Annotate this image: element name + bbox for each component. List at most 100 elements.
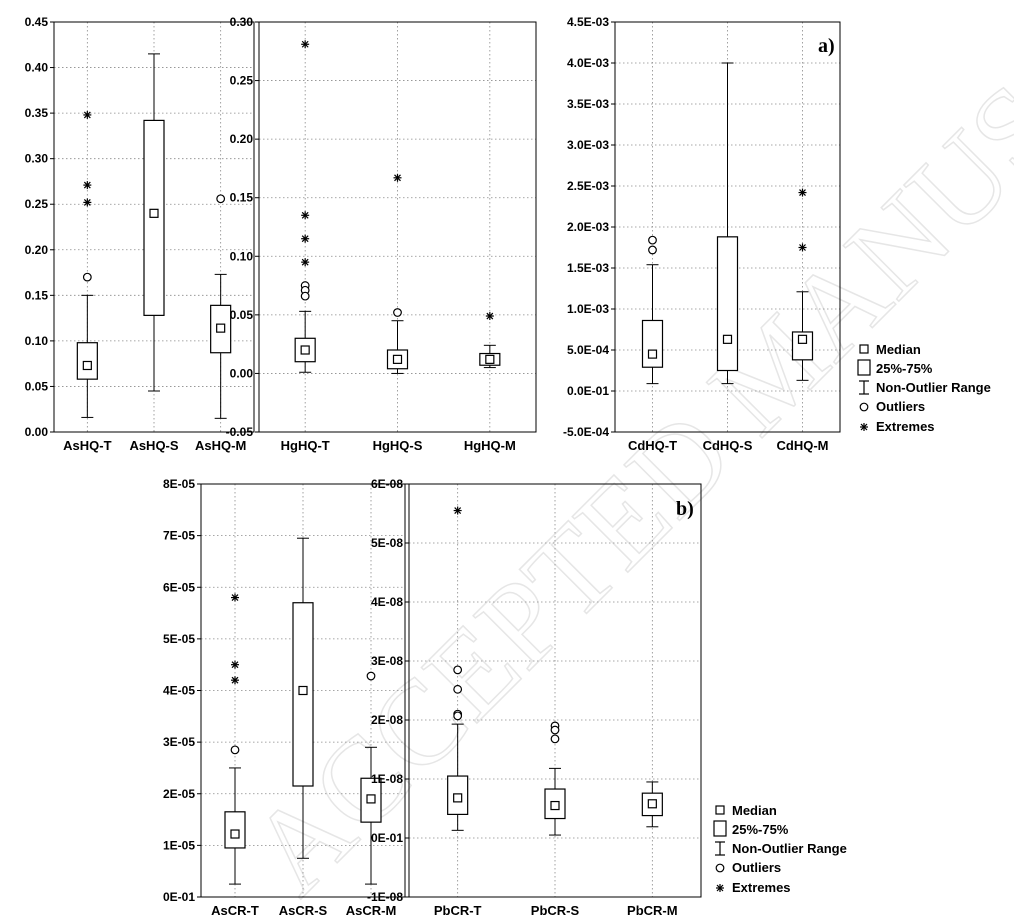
median-marker [300, 345, 310, 355]
y-tick-label: 4.0E-03 [567, 56, 609, 70]
legend-box-label: 25%-75% [876, 361, 933, 376]
y-tick-label: 2.0E-03 [567, 220, 609, 234]
y-tick-label: 0E-01 [371, 831, 403, 845]
extreme-point [301, 258, 310, 267]
legend-range-icon [715, 841, 725, 856]
x-category-label: AsCR-M [346, 903, 397, 918]
y-tick-label: 4E-05 [163, 684, 195, 698]
outlier-point [393, 308, 402, 317]
outlier-point [230, 745, 240, 755]
median-marker [230, 829, 240, 839]
y-tick-label: 0.30 [230, 15, 254, 29]
x-category-label: AsHQ-T [63, 438, 111, 453]
median-marker [722, 334, 733, 344]
y-tick-label: 7E-05 [163, 529, 195, 543]
plot-panel-3: -5.0E-04 0.0E-01 5.0E-04 1.0E-03 1.5E-03 2.0E… [563, 15, 841, 453]
x-category-label: AsHQ-M [195, 438, 246, 453]
box-iqr [716, 236, 739, 372]
y-tick-label: 1.0E-03 [567, 302, 609, 316]
y-tick-label: 0.10 [25, 334, 49, 348]
box-CdHQ-S [716, 62, 739, 385]
outlier-point [453, 711, 463, 721]
legend-outliers-label: Outliers [876, 399, 925, 414]
y-tick-label: 0.00 [25, 425, 49, 439]
y-tick-label: 3.0E-03 [567, 138, 609, 152]
extreme-point [83, 198, 92, 207]
outlier-point [453, 684, 463, 694]
legend-median-label: Median [732, 803, 777, 818]
legend-range-icon [859, 380, 869, 395]
median-marker [366, 794, 376, 804]
legend-box-icon [857, 359, 871, 376]
box-AsHQ-T [76, 110, 98, 418]
legend-extremes-label: Extremes [732, 880, 791, 895]
legend-outliers-label: Outliers [732, 860, 781, 875]
x-category-label: CdHQ-S [703, 438, 753, 453]
legend-outlier-icon [859, 402, 869, 412]
extreme-point [301, 40, 310, 49]
legend-outlier-icon [715, 863, 725, 873]
median-marker [298, 685, 308, 696]
legend-extreme-icon [860, 423, 868, 431]
box-AsCR-M [360, 671, 382, 885]
plot-panel-4: 0E-01 1E-05 2E-05 3E-05 4E-05 5E-05 6E-05 7E-05… [163, 477, 406, 918]
y-tick-label: 6E-05 [163, 580, 195, 594]
y-tick-label: 0.15 [230, 191, 254, 205]
x-category-label: HgHQ-T [281, 438, 330, 453]
y-tick-label: 0.10 [230, 249, 254, 263]
outlier-point [216, 194, 226, 204]
median-marker [453, 793, 463, 803]
y-tick-label: 3E-05 [163, 735, 195, 749]
median-marker [647, 799, 657, 809]
extreme-point [393, 173, 402, 182]
outlier-point [648, 245, 657, 255]
y-tick-label: 3.5E-03 [567, 97, 609, 111]
y-tick-label: 0.30 [25, 152, 49, 166]
panel-label-a: a) [818, 35, 835, 57]
x-category-label: CdHQ-T [628, 438, 677, 453]
box-PbCR-S [544, 721, 566, 836]
y-tick-label: 1.5E-03 [567, 261, 609, 275]
y-tick-label: 5E-08 [371, 536, 403, 550]
legend-extreme-icon [716, 884, 724, 892]
x-category-label: AsHQ-S [129, 438, 178, 453]
y-tick-label: 0.15 [25, 288, 49, 302]
y-tick-label: 0.05 [230, 308, 254, 322]
plot-frame [200, 483, 406, 898]
extreme-point [798, 188, 807, 197]
median-marker [392, 354, 403, 364]
box-AsHQ-M [210, 194, 232, 419]
y-tick-label: 6E-08 [371, 477, 403, 491]
box-CdHQ-T [641, 235, 664, 385]
y-tick-label: 0.25 [25, 197, 49, 211]
median-marker [485, 354, 495, 364]
outlier-point [300, 291, 310, 301]
extreme-point [301, 211, 310, 220]
plot-panel-5: -1E-08 0E-01 1E-08 2E-08 3E-08 4E-08 5E-08 6E-0… [367, 477, 702, 918]
outlier-point [366, 671, 376, 681]
box-plots-group: 0.00 0.05 0.10 0.15 0.20 0.25 0.30 0.35 0.40 0.45… [25, 15, 841, 918]
outlier-point [82, 272, 92, 282]
legend-box-label: 25%-75% [732, 822, 789, 837]
median-marker [149, 208, 159, 218]
extreme-point [83, 110, 92, 119]
legend-top: Median 25%-75% Non-Outlier Range Outlier… [857, 342, 991, 434]
y-tick-label: 4E-08 [371, 595, 403, 609]
y-tick-label: 0.20 [230, 132, 254, 146]
median-marker [82, 360, 92, 371]
extreme-point [485, 312, 494, 321]
x-category-label: PbCR-S [531, 903, 580, 918]
median-marker [647, 349, 658, 359]
plot-frame [408, 483, 702, 898]
y-tick-label: 5E-05 [163, 632, 195, 646]
box-HgHQ-T [294, 40, 316, 373]
outlier-point [453, 665, 463, 675]
extreme-point [798, 243, 807, 252]
box-AsCR-T [224, 593, 246, 885]
y-tick-label: -5.0E-04 [563, 425, 609, 439]
y-tick-label: 2E-08 [371, 713, 403, 727]
plot-frame [614, 21, 841, 433]
box-CdHQ-M [791, 188, 814, 381]
box-PbCR-T [447, 506, 469, 831]
